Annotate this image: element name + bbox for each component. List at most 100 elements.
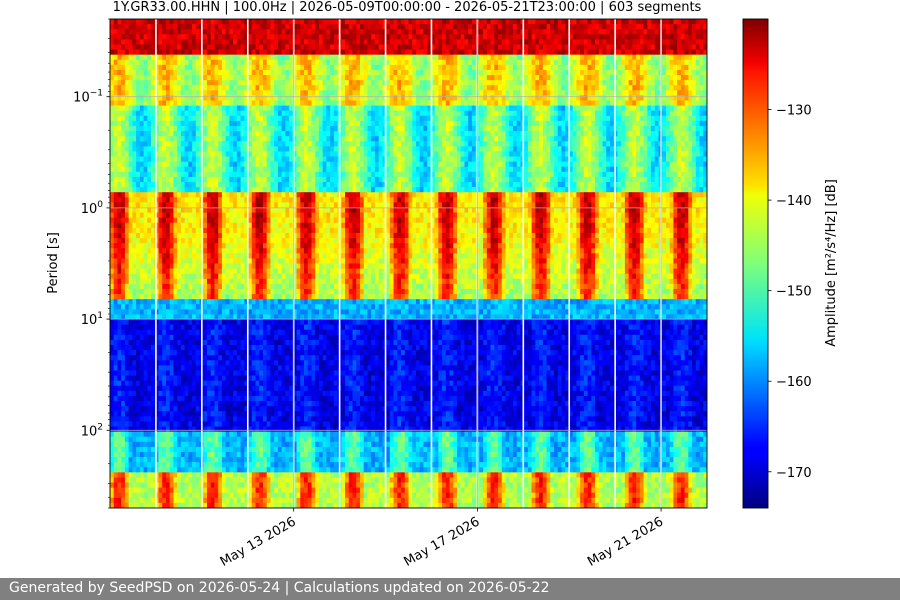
heatmap-cell xyxy=(218,212,223,219)
heatmap-cell xyxy=(132,294,137,300)
heatmap-cell xyxy=(203,54,208,61)
heatmap-cell xyxy=(248,95,253,102)
heatmap-cell xyxy=(162,212,167,219)
heatmap-cell xyxy=(121,136,126,142)
heatmap-cell xyxy=(132,80,137,86)
heatmap-cell xyxy=(289,294,294,300)
heatmap-cell xyxy=(240,360,245,366)
heatmap-cell xyxy=(277,238,283,244)
heatmap-cell xyxy=(225,39,230,46)
heatmap-cell xyxy=(113,299,119,305)
heatmap-cell xyxy=(285,421,290,428)
heatmap-cell xyxy=(128,294,133,300)
heatmap-cell xyxy=(248,227,253,234)
heatmap-cell xyxy=(255,406,260,412)
heatmap-cell xyxy=(221,375,227,382)
heatmap-cell xyxy=(289,34,294,40)
heatmap-cell xyxy=(147,288,152,295)
heatmap-cell xyxy=(229,411,234,417)
heatmap-cell xyxy=(180,222,186,229)
heatmap-cell xyxy=(132,492,137,499)
heatmap-cell xyxy=(195,401,201,407)
heatmap-cell xyxy=(285,59,290,66)
heatmap-cell xyxy=(113,156,119,163)
heatmap-cell xyxy=(136,197,141,203)
heatmap-cell xyxy=(255,151,260,158)
heatmap-cell xyxy=(296,212,301,219)
heatmap-cell xyxy=(121,497,126,504)
heatmap-cell xyxy=(229,283,234,290)
heatmap-cell xyxy=(214,395,219,402)
heatmap-cell xyxy=(121,182,126,188)
heatmap-cell xyxy=(277,151,283,158)
heatmap-cell xyxy=(259,263,264,270)
heatmap-cell xyxy=(128,339,133,346)
heatmap-cell xyxy=(184,146,189,153)
heatmap-cell xyxy=(259,141,264,147)
heatmap-cell xyxy=(165,29,171,35)
heatmap-cell xyxy=(229,441,234,448)
heatmap-cell xyxy=(195,232,201,239)
heatmap-cell xyxy=(233,345,238,351)
heatmap-cell xyxy=(177,151,182,158)
heatmap-cell xyxy=(139,294,145,300)
heatmap-cell xyxy=(277,477,283,484)
heatmap-cell xyxy=(132,406,137,412)
heatmap-cell xyxy=(177,350,182,356)
heatmap-cell xyxy=(132,161,137,168)
heatmap-cell xyxy=(136,416,141,422)
heatmap-cell xyxy=(214,299,219,305)
heatmap-cell xyxy=(121,192,126,198)
heatmap-cell xyxy=(285,192,290,198)
heatmap-cell xyxy=(236,253,242,259)
heatmap-cell xyxy=(117,288,122,295)
heatmap-cell xyxy=(296,411,301,417)
heatmap-cell xyxy=(207,161,212,168)
heatmap-cell xyxy=(165,462,171,468)
heatmap-cell xyxy=(233,263,238,270)
heatmap-cell xyxy=(285,431,290,438)
heatmap-cell xyxy=(139,329,145,336)
heatmap-cell xyxy=(169,411,175,417)
heatmap-cell xyxy=(255,426,260,433)
heatmap-cell xyxy=(169,192,175,198)
heatmap-cell xyxy=(210,176,216,183)
heatmap-cell xyxy=(292,457,298,463)
heatmap-cell xyxy=(244,95,249,102)
heatmap-cell xyxy=(151,24,156,30)
heatmap-cell xyxy=(207,350,212,356)
heatmap-cell xyxy=(229,299,234,305)
heatmap-cell xyxy=(192,146,197,153)
heatmap-cell xyxy=(300,75,305,81)
heatmap-cell xyxy=(218,156,223,163)
heatmap-cell xyxy=(277,136,283,142)
heatmap-cell xyxy=(285,115,290,122)
heatmap-cell xyxy=(296,263,301,270)
heatmap-cell xyxy=(251,288,257,295)
heatmap-cell xyxy=(259,426,264,433)
heatmap-cell xyxy=(128,482,133,489)
heatmap-cell xyxy=(136,90,141,96)
heatmap-cell xyxy=(259,355,264,361)
heatmap-cell xyxy=(229,355,234,361)
heatmap-cell xyxy=(147,426,152,433)
heatmap-cell xyxy=(121,502,126,508)
heatmap-cell xyxy=(236,85,242,91)
heatmap-cell xyxy=(229,136,234,142)
heatmap-cell xyxy=(251,100,257,107)
heatmap-cell xyxy=(117,222,122,229)
heatmap-cell xyxy=(274,385,279,392)
heatmap-cell xyxy=(251,258,257,265)
heatmap-cell xyxy=(274,176,279,183)
heatmap-cell xyxy=(192,467,197,473)
heatmap-cell xyxy=(251,222,257,229)
heatmap-cell xyxy=(277,64,283,71)
heatmap-cell xyxy=(281,472,286,479)
heatmap-cell xyxy=(162,487,167,494)
heatmap-cell xyxy=(203,110,208,117)
heatmap-cell xyxy=(296,141,301,147)
heatmap-cell xyxy=(121,426,126,433)
heatmap-cell xyxy=(229,406,234,412)
heatmap-cell xyxy=(128,131,133,137)
heatmap-cell xyxy=(158,324,163,331)
